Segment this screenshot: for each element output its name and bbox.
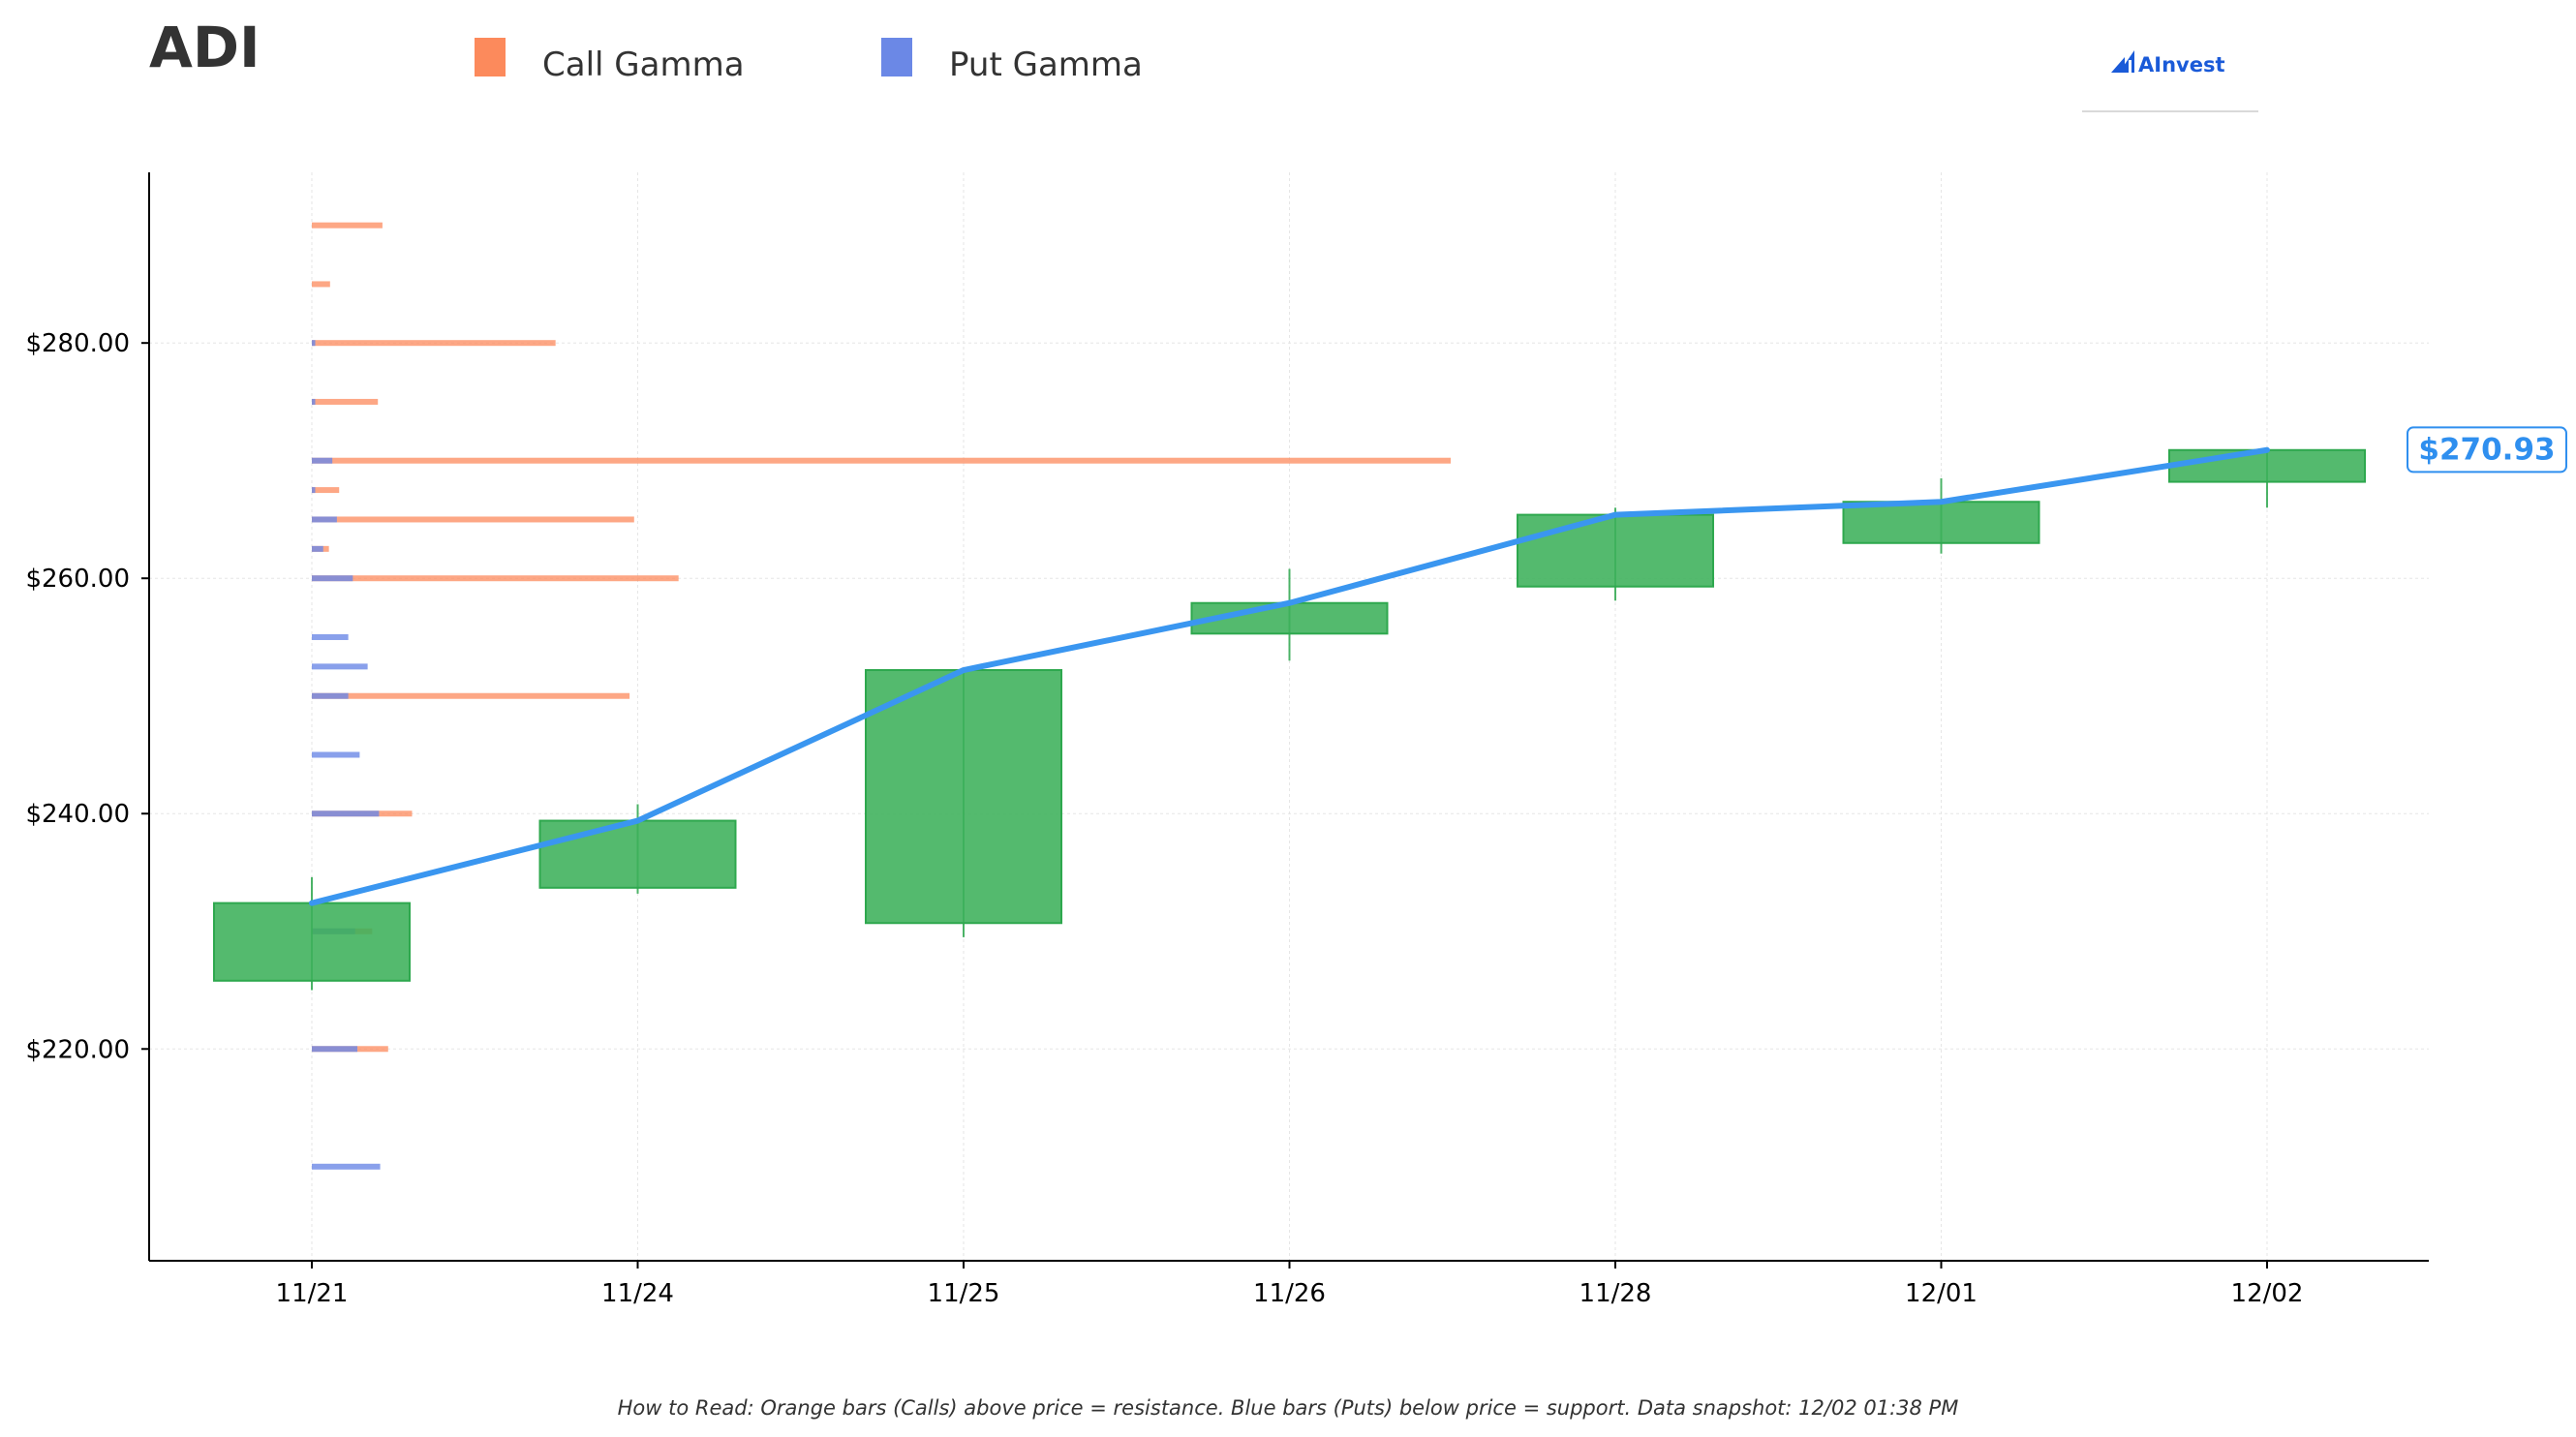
put-gamma-bar (312, 1163, 381, 1170)
x-tick-label: 11/28 (1579, 1279, 1652, 1308)
x-tick-label: 11/21 (276, 1279, 349, 1308)
call-gamma-bar (312, 487, 340, 494)
put-gamma-bar (312, 663, 368, 670)
put-gamma-bar (312, 516, 337, 523)
x-tick-label: 12/01 (1905, 1279, 1978, 1308)
x-tick-label: 12/02 (2231, 1279, 2304, 1308)
y-tick-label: $280.00 (25, 329, 130, 358)
put-gamma-bar (312, 1046, 358, 1053)
call-gamma-bar (312, 516, 634, 523)
put-gamma-bar (312, 633, 349, 640)
last-price-tag-box (2407, 426, 2567, 474)
x-tick-label: 11/24 (601, 1279, 674, 1308)
call-gamma-bar (312, 340, 556, 347)
last-price-label: $270.93 (2418, 432, 2555, 467)
call-gamma-legend-swatch (475, 38, 506, 76)
put-gamma-bar (312, 487, 316, 494)
put-gamma-bar (312, 545, 323, 552)
put-gamma-bar (312, 457, 333, 464)
call-gamma-bar (312, 575, 679, 582)
ticker-title: ADI (149, 15, 261, 80)
legend: Call Gamma Put Gamma (475, 38, 1143, 84)
candle-body (1517, 513, 1714, 588)
call-gamma-legend-label: Call Gamma (542, 46, 745, 84)
y-tick-label: $220.00 (25, 1035, 130, 1064)
y-tick-label: $240.00 (25, 800, 130, 829)
footer-note: How to Read: Orange bars (Calls) above p… (618, 1396, 1959, 1420)
candle-body (2168, 448, 2366, 483)
candle-body (538, 819, 737, 889)
x-axis-ticks: 11/21 11/24 11/25 11/26 11/28 12/01 12/02 (276, 1261, 2304, 1308)
call-gamma-bar (312, 281, 330, 288)
brand-logo: AInvest (2082, 50, 2258, 112)
put-gamma-bar (312, 692, 349, 699)
gamma-bars (312, 222, 1451, 1170)
candle-body (213, 902, 411, 982)
put-gamma-bar (312, 398, 316, 405)
put-gamma-bar (312, 575, 353, 582)
call-gamma-bar (312, 457, 1451, 464)
call-gamma-bar (312, 692, 630, 699)
call-gamma-bar (312, 222, 383, 229)
close-price-line (309, 446, 2270, 906)
candle-body (865, 669, 1062, 925)
y-axis-ticks: $220.00 $240.00 $260.00 $280.00 (25, 329, 149, 1064)
put-gamma-legend-swatch (881, 38, 912, 76)
x-tick-label: 11/25 (928, 1279, 1000, 1308)
y-tick-label: $260.00 (25, 565, 130, 594)
put-gamma-bar (312, 810, 380, 817)
candle-body (1842, 501, 2040, 544)
brand-name: AInvest (2138, 53, 2225, 76)
last-price-tag: $270.93 (2407, 426, 2567, 474)
x-tick-label: 11/26 (1253, 1279, 1326, 1308)
ainvest-logo-icon (2111, 50, 2134, 73)
call-gamma-bar (312, 398, 379, 405)
candles (213, 448, 2366, 991)
put-gamma-legend-label: Put Gamma (949, 46, 1143, 84)
put-gamma-bar (312, 751, 360, 758)
close-price-line-path (309, 446, 2270, 906)
put-gamma-bar (312, 340, 316, 347)
